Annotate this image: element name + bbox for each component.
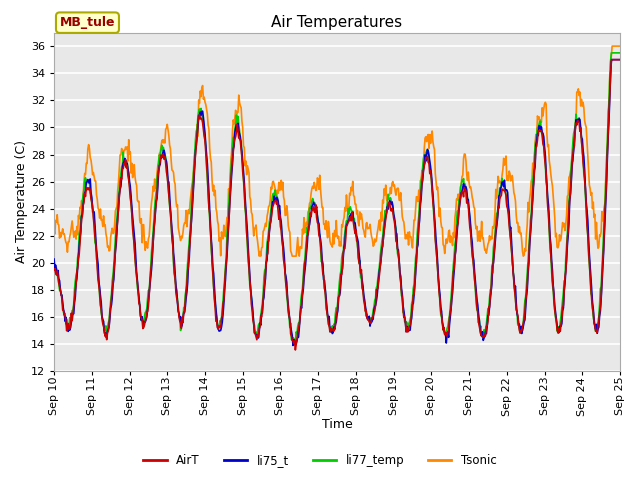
Tsonic xyxy=(50,228,58,234)
li75_t xyxy=(329,330,337,336)
AirT xyxy=(616,57,624,62)
li77_temp xyxy=(329,326,337,332)
Tsonic xyxy=(616,43,624,49)
li75_t xyxy=(384,206,392,212)
Line: li75_t: li75_t xyxy=(54,60,620,346)
li77_temp xyxy=(440,328,448,334)
li77_temp xyxy=(199,116,207,121)
Y-axis label: Air Temperature (C): Air Temperature (C) xyxy=(15,141,28,264)
li77_temp xyxy=(616,50,624,56)
Tsonic xyxy=(255,253,263,259)
Tsonic xyxy=(565,175,573,180)
li75_t xyxy=(289,343,297,348)
AirT xyxy=(329,326,337,332)
Legend: AirT, li75_t, li77_temp, Tsonic: AirT, li75_t, li77_temp, Tsonic xyxy=(139,449,501,472)
Line: li77_temp: li77_temp xyxy=(54,53,620,343)
li75_t xyxy=(50,256,58,262)
Tsonic xyxy=(440,243,448,249)
AirT xyxy=(50,267,58,273)
li75_t xyxy=(175,309,182,314)
X-axis label: Time: Time xyxy=(322,419,353,432)
AirT xyxy=(565,207,573,213)
AirT xyxy=(292,347,300,353)
li77_temp xyxy=(607,50,615,56)
li75_t xyxy=(565,221,573,227)
Line: AirT: AirT xyxy=(54,60,620,350)
li77_temp xyxy=(384,192,392,198)
li75_t xyxy=(440,327,448,333)
li77_temp xyxy=(292,340,300,346)
Tsonic xyxy=(329,230,337,236)
AirT xyxy=(440,324,448,330)
Tsonic xyxy=(608,43,616,49)
li77_temp xyxy=(50,264,58,270)
AirT xyxy=(384,202,392,207)
Tsonic xyxy=(175,225,182,230)
li75_t xyxy=(608,57,616,62)
Line: Tsonic: Tsonic xyxy=(54,46,620,256)
Tsonic xyxy=(199,83,207,88)
AirT xyxy=(175,305,182,311)
Title: Air Temperatures: Air Temperatures xyxy=(271,15,403,30)
AirT xyxy=(607,57,615,62)
li77_temp xyxy=(175,307,182,313)
li75_t xyxy=(199,108,207,114)
AirT xyxy=(199,120,207,125)
li77_temp xyxy=(565,198,573,204)
li75_t xyxy=(616,57,624,62)
Text: MB_tule: MB_tule xyxy=(60,16,115,29)
Tsonic xyxy=(384,191,392,197)
